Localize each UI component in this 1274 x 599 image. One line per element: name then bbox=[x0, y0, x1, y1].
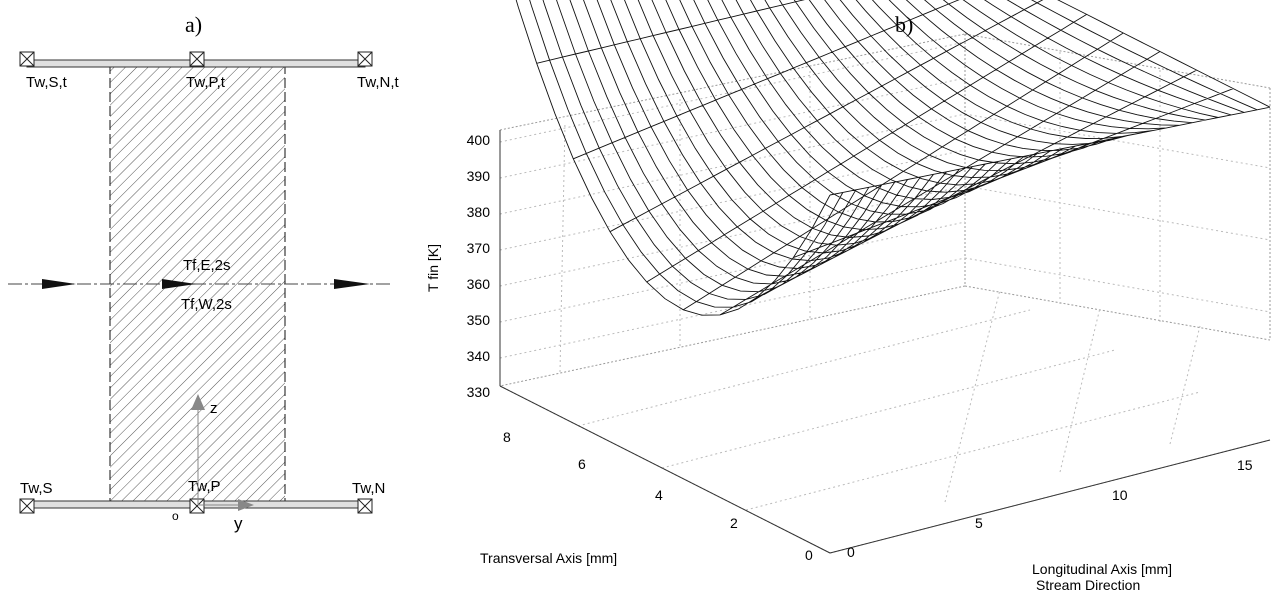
label-tf-w: Tf,W,2s bbox=[181, 296, 232, 313]
grid-lines bbox=[499, 41, 1271, 511]
y-ticks: 0 5 10 15 bbox=[847, 457, 1253, 560]
x-axis-title: Transversal Axis [mm] bbox=[480, 550, 617, 566]
z-axis-label: z bbox=[210, 400, 218, 417]
surface-mesh bbox=[515, 0, 1271, 316]
label-tw-p-t: Tw,P,t bbox=[186, 74, 226, 91]
node-markers bbox=[19, 51, 373, 514]
z-tick: 350 bbox=[467, 312, 491, 328]
z-tick: 330 bbox=[467, 384, 491, 400]
label-tw-s: Tw,S bbox=[20, 480, 53, 497]
label-tw-n-t: Tw,N,t bbox=[357, 74, 400, 91]
y-tick: 10 bbox=[1112, 487, 1128, 503]
origin-label: o bbox=[172, 509, 179, 523]
flow-arrow-left bbox=[42, 279, 76, 289]
node-tw-s-t bbox=[19, 51, 35, 67]
plot-box bbox=[499, 33, 1271, 554]
z-ticks: 400 390 380 370 360 350 340 330 bbox=[467, 132, 491, 400]
z-tick: 360 bbox=[467, 276, 491, 292]
panel-a: a) Tw,S,t Tw,P,t Tw,N,t Tw,S Tw,P Tw,N T… bbox=[8, 12, 400, 533]
flow-arrow-middle bbox=[162, 279, 196, 289]
panel-b-label: b) bbox=[895, 12, 913, 37]
label-tf-e: Tf,E,2s bbox=[183, 257, 231, 274]
label-tw-s-t: Tw,S,t bbox=[26, 74, 68, 91]
x-tick: 0 bbox=[805, 547, 813, 563]
node-tw-p bbox=[189, 498, 205, 514]
panel-a-label: a) bbox=[185, 12, 202, 37]
z-axis-arrow bbox=[191, 394, 205, 410]
node-tw-p-t bbox=[189, 51, 205, 67]
z-tick: 390 bbox=[467, 168, 491, 184]
x-tick: 2 bbox=[730, 515, 738, 531]
longitudinal-axis-line bbox=[829, 439, 1271, 554]
label-tw-p: Tw,P bbox=[188, 478, 221, 495]
y-tick: 15 bbox=[1237, 457, 1253, 473]
y-tick: 5 bbox=[975, 515, 983, 531]
x-tick: 4 bbox=[655, 487, 663, 503]
y-axis-label: y bbox=[234, 514, 243, 533]
y-tick: 0 bbox=[847, 544, 855, 560]
temperature-surface bbox=[515, 0, 1271, 316]
x-ticks: 0 2 4 6 8 bbox=[503, 429, 813, 563]
z-tick: 400 bbox=[467, 132, 491, 148]
node-tw-n bbox=[357, 498, 373, 514]
y-axis-arrow bbox=[238, 499, 254, 511]
node-tw-n-t bbox=[357, 51, 373, 67]
label-tw-n: Tw,N bbox=[352, 480, 385, 497]
y-axis-subtitle: Stream Direction bbox=[1036, 577, 1140, 593]
x-tick: 8 bbox=[503, 429, 511, 445]
y-axis-title: Longitudinal Axis [mm] bbox=[1032, 561, 1172, 577]
transversal-axis-line bbox=[499, 385, 831, 554]
z-axis-title: T fin [K] bbox=[425, 244, 441, 292]
flow-arrow-right bbox=[334, 279, 370, 289]
x-tick: 6 bbox=[578, 456, 586, 472]
z-tick: 380 bbox=[467, 204, 491, 220]
z-tick: 370 bbox=[467, 240, 491, 256]
node-tw-s bbox=[19, 498, 35, 514]
z-tick: 340 bbox=[467, 348, 491, 364]
panel-b: b) bbox=[425, 0, 1271, 593]
